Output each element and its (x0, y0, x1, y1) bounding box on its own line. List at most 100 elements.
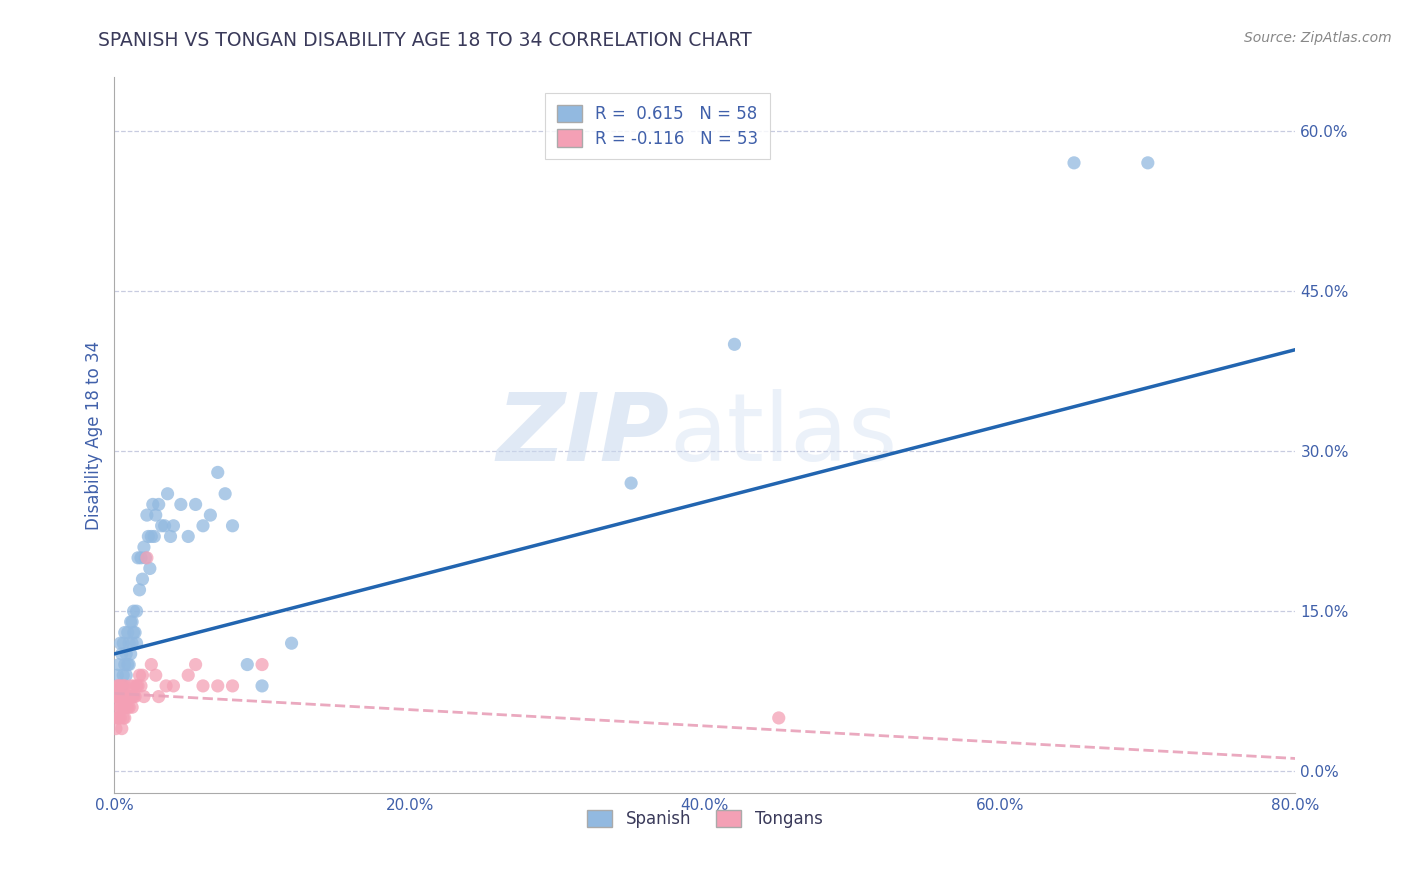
Point (723, 337, 745, 351)
Point (111, 700, 134, 714)
Point (120, 615, 142, 629)
Point (111, 679, 134, 693)
Point (118, 657, 141, 672)
Point (138, 529, 160, 543)
Point (162, 679, 184, 693)
Point (114, 625, 136, 640)
Legend: Spanish, Tongans: Spanish, Tongans (581, 803, 830, 834)
Point (132, 540, 155, 554)
Point (120, 690, 142, 704)
Point (142, 498, 165, 512)
Point (184, 657, 207, 672)
Point (153, 518, 176, 533)
Point (129, 679, 152, 693)
Point (131, 572, 153, 586)
Point (134, 550, 156, 565)
Point (115, 647, 138, 661)
Point (141, 529, 163, 543)
Point (131, 668, 153, 682)
Point (108, 711, 131, 725)
Point (221, 679, 243, 693)
Point (124, 690, 146, 704)
Point (1063, 156, 1085, 170)
Point (114, 679, 136, 693)
Point (115, 690, 138, 704)
Point (214, 487, 236, 501)
Point (110, 711, 132, 725)
Point (111, 722, 134, 736)
Point (104, 722, 127, 736)
Point (141, 657, 163, 672)
Point (121, 615, 143, 629)
Point (121, 690, 143, 704)
Point (112, 690, 135, 704)
Point (108, 657, 131, 672)
Point (111, 690, 134, 704)
Point (250, 679, 273, 693)
Point (143, 529, 166, 543)
Point (280, 636, 302, 650)
Point (122, 625, 145, 640)
Point (177, 529, 200, 543)
Point (118, 690, 141, 704)
Point (120, 647, 142, 661)
Point (124, 625, 146, 640)
Point (122, 690, 145, 704)
Point (105, 690, 128, 704)
Point (191, 679, 214, 693)
Point (221, 518, 243, 533)
Y-axis label: Disability Age 18 to 34: Disability Age 18 to 34 (86, 341, 103, 530)
Point (105, 668, 128, 682)
Point (148, 690, 170, 704)
Point (112, 711, 135, 725)
Point (156, 487, 179, 501)
Point (200, 508, 222, 522)
Point (127, 550, 149, 565)
Point (105, 711, 128, 725)
Point (184, 498, 207, 512)
Point (122, 679, 145, 693)
Point (125, 636, 148, 650)
Point (117, 700, 139, 714)
Point (135, 508, 157, 522)
Point (117, 657, 139, 672)
Point (132, 690, 155, 704)
Point (108, 679, 131, 693)
Point (104, 690, 127, 704)
Point (170, 498, 193, 512)
Point (128, 668, 150, 682)
Point (129, 550, 152, 565)
Point (120, 679, 142, 693)
Point (177, 668, 200, 682)
Point (114, 700, 136, 714)
Point (115, 668, 138, 682)
Point (155, 679, 177, 693)
Point (112, 636, 135, 650)
Point (127, 679, 149, 693)
Point (148, 498, 170, 512)
Text: atlas: atlas (669, 389, 898, 481)
Point (110, 679, 132, 693)
Point (115, 700, 138, 714)
Point (108, 690, 131, 704)
Point (139, 561, 162, 575)
Point (125, 679, 148, 693)
Point (104, 700, 127, 714)
Point (118, 700, 141, 714)
Point (121, 636, 143, 650)
Text: ZIP: ZIP (496, 389, 669, 481)
Point (128, 582, 150, 597)
Point (250, 657, 273, 672)
Point (117, 625, 139, 640)
Point (111, 647, 134, 661)
Point (1136, 156, 1159, 170)
Point (145, 508, 167, 522)
Text: Source: ZipAtlas.com: Source: ZipAtlas.com (1244, 31, 1392, 45)
Point (159, 529, 181, 543)
Point (114, 711, 136, 725)
Point (191, 518, 214, 533)
Point (135, 550, 157, 565)
Text: SPANISH VS TONGAN DISABILITY AGE 18 TO 34 CORRELATION CHART: SPANISH VS TONGAN DISABILITY AGE 18 TO 3… (98, 31, 752, 50)
Point (110, 700, 132, 714)
Point (105, 679, 128, 693)
